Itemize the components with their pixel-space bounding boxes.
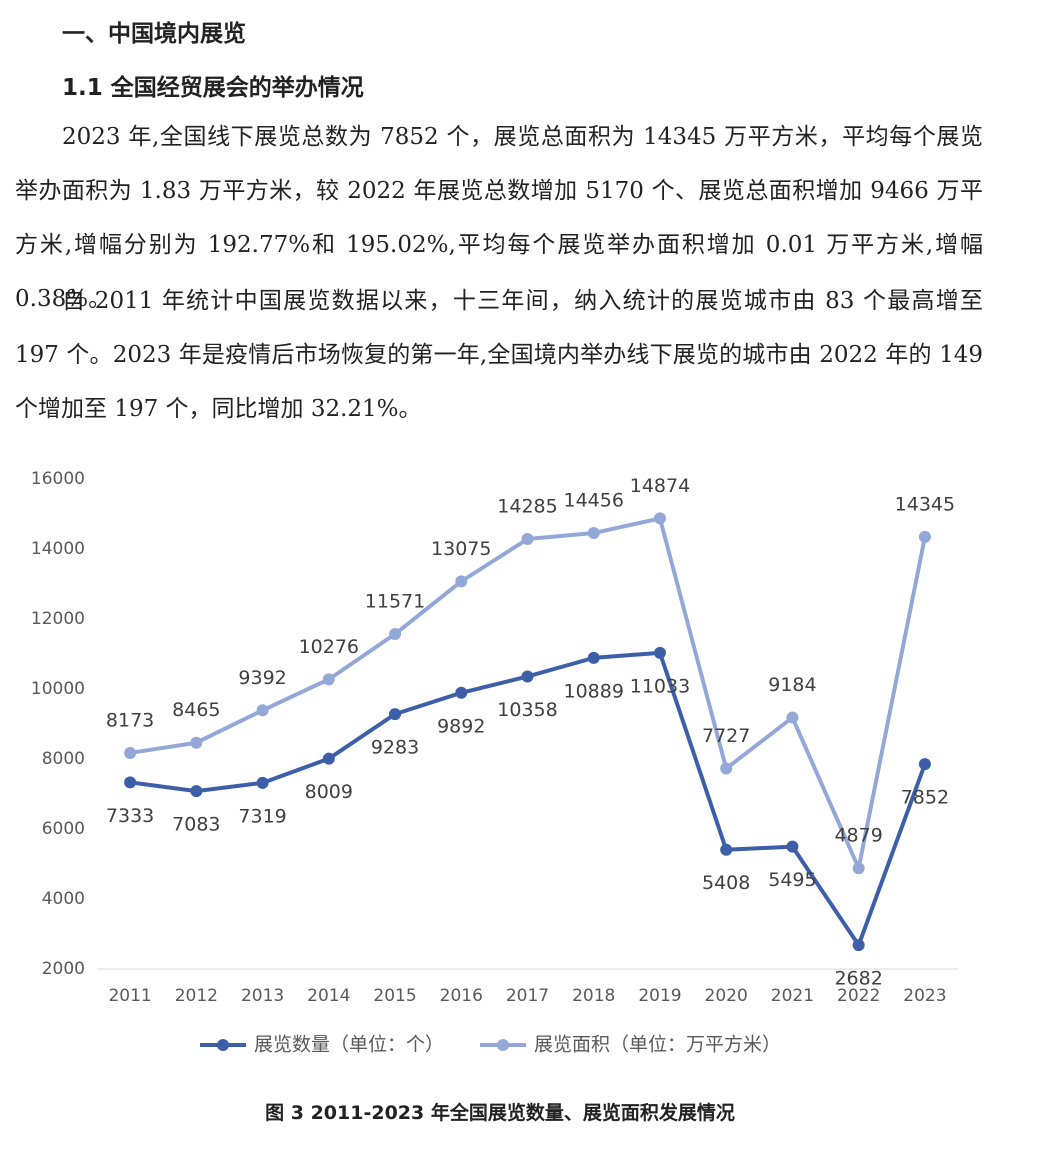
data-label: 13075 bbox=[431, 538, 491, 560]
x-tick-label: 2021 bbox=[771, 986, 814, 1006]
x-tick-label: 2018 bbox=[572, 986, 615, 1006]
paragraph: 2023 年,全国线下展览总数为 7852 个，展览总面积为 14345 万平方… bbox=[15, 124, 983, 312]
data-point bbox=[587, 527, 600, 540]
data-point bbox=[521, 670, 534, 683]
x-tick-label: 2015 bbox=[373, 986, 416, 1006]
x-tick-label: 2023 bbox=[903, 986, 946, 1006]
data-point bbox=[190, 785, 203, 798]
data-point bbox=[256, 704, 269, 717]
data-label: 7083 bbox=[172, 814, 220, 836]
legend-marker bbox=[217, 1039, 229, 1051]
data-label: 9283 bbox=[371, 737, 419, 759]
x-tick-label: 2011 bbox=[108, 986, 151, 1006]
data-point bbox=[786, 711, 799, 724]
data-label: 14285 bbox=[497, 496, 557, 518]
data-label: 10358 bbox=[497, 699, 557, 721]
data-point bbox=[256, 776, 269, 789]
data-point bbox=[587, 651, 600, 664]
data-point bbox=[521, 533, 534, 546]
x-tick-label: 2017 bbox=[506, 986, 549, 1006]
data-point bbox=[389, 708, 402, 721]
data-label: 7333 bbox=[106, 805, 154, 827]
data-point bbox=[322, 673, 335, 686]
data-label: 14456 bbox=[564, 490, 624, 512]
data-point bbox=[653, 646, 666, 659]
data-label: 9892 bbox=[437, 715, 485, 737]
data-label: 7852 bbox=[901, 787, 949, 809]
series-line bbox=[129, 650, 927, 948]
y-tick-label: 4000 bbox=[42, 889, 85, 909]
y-tick-label: 6000 bbox=[42, 819, 85, 839]
x-tick-label: 2012 bbox=[175, 986, 218, 1006]
section-title: 一、中国境内展览 bbox=[62, 21, 246, 47]
data-point bbox=[720, 843, 733, 856]
y-tick-label: 2000 bbox=[42, 959, 85, 979]
data-label: 4879 bbox=[834, 825, 882, 847]
chart-caption: 图 3 2011-2023 年全国展览数量、展览面积发展情况 bbox=[265, 1102, 735, 1124]
data-label: 9392 bbox=[238, 667, 286, 689]
data-point bbox=[852, 862, 865, 875]
legend-label: 展览面积（单位：万平方米） bbox=[534, 1034, 781, 1056]
x-tick-label: 2019 bbox=[638, 986, 681, 1006]
subsection-title: 1.1 全国经贸展会的举办情况 bbox=[62, 75, 364, 101]
data-label: 9184 bbox=[768, 674, 816, 696]
data-label: 8465 bbox=[172, 699, 220, 721]
data-point bbox=[124, 776, 137, 789]
legend-label: 展览数量（单位：个） bbox=[254, 1034, 444, 1056]
data-label: 8173 bbox=[106, 709, 154, 731]
x-tick-label: 2016 bbox=[440, 986, 483, 1006]
data-label: 2682 bbox=[834, 968, 882, 990]
data-label: 11571 bbox=[365, 591, 425, 613]
data-point bbox=[918, 530, 931, 543]
data-label: 5408 bbox=[702, 872, 750, 894]
legend-marker bbox=[497, 1039, 509, 1051]
y-tick-label: 8000 bbox=[42, 749, 85, 769]
data-label: 7319 bbox=[238, 805, 286, 827]
data-label: 5495 bbox=[768, 869, 816, 891]
data-point bbox=[389, 628, 402, 641]
data-label: 14874 bbox=[630, 475, 690, 497]
paragraph: 自 2011 年统计中国展览数据以来，十三年间，纳入统计的展览城市由 83 个最… bbox=[15, 288, 983, 422]
data-point bbox=[653, 512, 666, 525]
x-tick-label: 2022 bbox=[837, 986, 880, 1006]
y-tick-label: 14000 bbox=[31, 539, 85, 559]
x-tick-label: 2013 bbox=[241, 986, 284, 1006]
data-label: 7727 bbox=[702, 725, 750, 747]
data-label: 10276 bbox=[299, 636, 359, 658]
data-point bbox=[786, 840, 799, 853]
data-label: 11033 bbox=[630, 675, 690, 697]
y-tick-label: 10000 bbox=[31, 679, 85, 699]
x-tick-label: 2014 bbox=[307, 986, 350, 1006]
data-point bbox=[455, 686, 468, 699]
data-label: 14345 bbox=[895, 493, 955, 515]
data-point bbox=[720, 762, 733, 775]
data-point bbox=[455, 575, 468, 588]
x-tick-label: 2020 bbox=[705, 986, 748, 1006]
data-point bbox=[190, 736, 203, 749]
data-label: 10889 bbox=[564, 680, 624, 702]
chart: 2000 4000 6000 8000 10000 12000 14000 16000 2011… bbox=[31, 469, 958, 1056]
data-point bbox=[852, 939, 865, 952]
y-tick-label: 12000 bbox=[31, 609, 85, 629]
y-tick-label: 16000 bbox=[31, 469, 85, 489]
data-point bbox=[124, 746, 137, 759]
data-label: 8009 bbox=[305, 781, 353, 803]
data-point bbox=[322, 752, 335, 765]
data-point bbox=[918, 758, 931, 771]
